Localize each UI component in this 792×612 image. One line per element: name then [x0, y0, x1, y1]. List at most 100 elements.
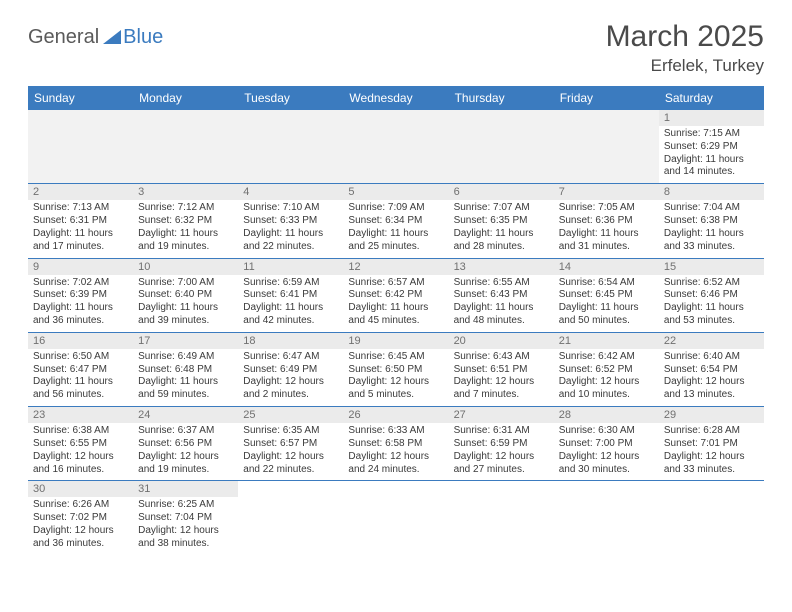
day-number: 30	[28, 481, 133, 497]
sunrise-text: Sunrise: 6:26 AM	[33, 499, 128, 512]
daylight-text: and 19 minutes.	[138, 241, 233, 254]
sunset-text: Sunset: 6:33 PM	[243, 215, 338, 228]
sunset-text: Sunset: 6:59 PM	[454, 438, 549, 451]
calendar-cell	[238, 481, 343, 555]
calendar-cell: 9Sunrise: 7:02 AMSunset: 6:39 PMDaylight…	[28, 258, 133, 332]
sunrise-text: Sunrise: 6:37 AM	[138, 425, 233, 438]
calendar-cell: 29 Sunrise: 6:28 AMSunset: 7:01 PMDayligh…	[659, 407, 764, 481]
daylight-text: Daylight: 11 hours	[348, 302, 443, 315]
sunrise-text: Sunrise: 6:43 AM	[454, 351, 549, 364]
sunrise-text: Sunrise: 6:30 AM	[559, 425, 654, 438]
daylight-text: Daylight: 12 hours	[348, 376, 443, 389]
sunrise-text: Sunrise: 7:07 AM	[454, 202, 549, 215]
daylight-text: and 48 minutes.	[454, 315, 549, 328]
daylight-text: and 27 minutes.	[454, 464, 549, 477]
sunrise-text: Sunrise: 6:55 AM	[454, 277, 549, 290]
day-number: 13	[449, 259, 554, 275]
day-number: 14	[554, 259, 659, 275]
calendar-cell	[133, 110, 238, 184]
sunset-text: Sunset: 6:45 PM	[559, 289, 654, 302]
daylight-text: Daylight: 12 hours	[33, 525, 128, 538]
daylight-text: and 42 minutes.	[243, 315, 338, 328]
daylight-text: and 5 minutes.	[348, 389, 443, 402]
daylight-text: and 53 minutes.	[664, 315, 759, 328]
sunrise-text: Sunrise: 7:00 AM	[138, 277, 233, 290]
daylight-text: Daylight: 12 hours	[664, 451, 759, 464]
sunrise-text: Sunrise: 7:04 AM	[664, 202, 759, 215]
sunset-text: Sunset: 7:02 PM	[33, 512, 128, 525]
calendar-cell: 3Sunrise: 7:12 AMSunset: 6:32 PMDaylight…	[133, 184, 238, 258]
daylight-text: and 25 minutes.	[348, 241, 443, 254]
calendar-cell: 14Sunrise: 6:54 AMSunset: 6:45 PMDayligh…	[554, 258, 659, 332]
daylight-text: Daylight: 12 hours	[454, 451, 549, 464]
sunset-text: Sunset: 6:57 PM	[243, 438, 338, 451]
sunset-text: Sunset: 6:56 PM	[138, 438, 233, 451]
daylight-text: and 31 minutes.	[559, 241, 654, 254]
logo-text-general: General	[28, 26, 99, 49]
sunrise-text: Sunrise: 6:31 AM	[454, 425, 549, 438]
day-number: 23	[28, 407, 133, 423]
daylight-text: Daylight: 11 hours	[243, 302, 338, 315]
sunrise-text: Sunrise: 7:09 AM	[348, 202, 443, 215]
daylight-text: Daylight: 11 hours	[138, 228, 233, 241]
calendar-row: 1Sunrise: 7:15 AMSunset: 6:29 PMDaylight…	[28, 110, 764, 184]
sunrise-text: Sunrise: 6:59 AM	[243, 277, 338, 290]
day-number: 6	[449, 184, 554, 200]
sunrise-text: Sunrise: 6:49 AM	[138, 351, 233, 364]
calendar-cell: 16Sunrise: 6:50 AMSunset: 6:47 PMDayligh…	[28, 332, 133, 406]
sunrise-text: Sunrise: 7:12 AM	[138, 202, 233, 215]
calendar-cell: 27 Sunrise: 6:31 AMSunset: 6:59 PMDayligh…	[449, 407, 554, 481]
day-number: 16	[28, 333, 133, 349]
daylight-text: Daylight: 12 hours	[243, 451, 338, 464]
daylight-text: and 36 minutes.	[33, 538, 128, 551]
day-number: 8	[659, 184, 764, 200]
sunrise-text: Sunrise: 6:50 AM	[33, 351, 128, 364]
calendar-cell: 20Sunrise: 6:43 AMSunset: 6:51 PMDayligh…	[449, 332, 554, 406]
sunset-text: Sunset: 6:51 PM	[454, 364, 549, 377]
daylight-text: Daylight: 12 hours	[559, 451, 654, 464]
daylight-text: and 38 minutes.	[138, 538, 233, 551]
sunset-text: Sunset: 6:35 PM	[454, 215, 549, 228]
calendar-cell	[28, 110, 133, 184]
day-number: 29	[659, 407, 764, 423]
calendar-row: 9Sunrise: 7:02 AMSunset: 6:39 PMDaylight…	[28, 258, 764, 332]
daylight-text: and 50 minutes.	[559, 315, 654, 328]
calendar-body: 1Sunrise: 7:15 AMSunset: 6:29 PMDaylight…	[28, 110, 764, 555]
calendar-cell: 1Sunrise: 7:15 AMSunset: 6:29 PMDaylight…	[659, 110, 764, 184]
daylight-text: Daylight: 12 hours	[243, 376, 338, 389]
sunset-text: Sunset: 6:58 PM	[348, 438, 443, 451]
sunrise-text: Sunrise: 6:47 AM	[243, 351, 338, 364]
daylight-text: Daylight: 11 hours	[454, 302, 549, 315]
day-number: 4	[238, 184, 343, 200]
calendar-cell: 10Sunrise: 7:00 AMSunset: 6:40 PMDayligh…	[133, 258, 238, 332]
daylight-text: Daylight: 12 hours	[33, 451, 128, 464]
day-number: 3	[133, 184, 238, 200]
calendar-cell: 26Sunrise: 6:33 AMSunset: 6:58 PMDayligh…	[343, 407, 448, 481]
page-header: General Blue March 2025 Erfelek, Turkey	[28, 20, 764, 76]
sunset-text: Sunset: 7:00 PM	[559, 438, 654, 451]
calendar-cell: 21Sunrise: 6:42 AMSunset: 6:52 PMDayligh…	[554, 332, 659, 406]
day-number: 2	[28, 184, 133, 200]
sunset-text: Sunset: 6:41 PM	[243, 289, 338, 302]
sunrise-text: Sunrise: 6:28 AM	[664, 425, 759, 438]
daylight-text: and 10 minutes.	[559, 389, 654, 402]
day-number: 27	[449, 407, 554, 423]
daylight-text: and 56 minutes.	[33, 389, 128, 402]
calendar-cell	[659, 481, 764, 555]
day-header: Monday	[133, 86, 238, 110]
day-number: 31	[133, 481, 238, 497]
day-header: Friday	[554, 86, 659, 110]
calendar-cell	[449, 110, 554, 184]
day-number: 10	[133, 259, 238, 275]
sunrise-text: Sunrise: 6:35 AM	[243, 425, 338, 438]
daylight-text: and 33 minutes.	[664, 464, 759, 477]
day-header: Tuesday	[238, 86, 343, 110]
sunset-text: Sunset: 6:31 PM	[33, 215, 128, 228]
sunset-text: Sunset: 7:01 PM	[664, 438, 759, 451]
calendar-cell: 24Sunrise: 6:37 AMSunset: 6:56 PMDayligh…	[133, 407, 238, 481]
daylight-text: Daylight: 12 hours	[454, 376, 549, 389]
daylight-text: and 14 minutes.	[664, 166, 759, 179]
daylight-text: Daylight: 12 hours	[559, 376, 654, 389]
daylight-text: and 30 minutes.	[559, 464, 654, 477]
daylight-text: Daylight: 11 hours	[664, 302, 759, 315]
